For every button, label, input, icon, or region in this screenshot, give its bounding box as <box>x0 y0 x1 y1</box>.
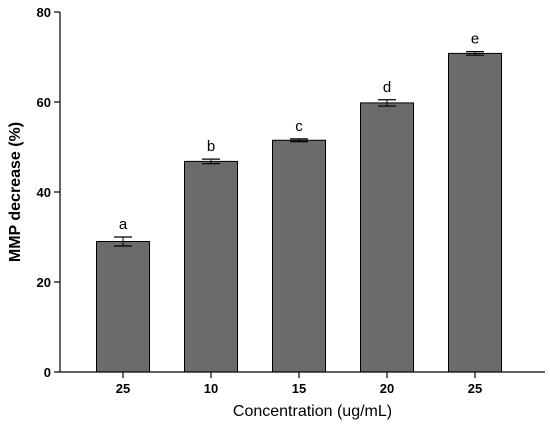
significance-letters-layer: a b c d e <box>119 31 479 233</box>
bar <box>96 241 150 373</box>
significance-letter: b <box>207 138 215 155</box>
x-tick-label: 25 <box>468 381 482 396</box>
bar <box>184 160 238 373</box>
x-tick-label: 20 <box>380 381 394 396</box>
x-tick-label: 15 <box>292 381 306 396</box>
y-tick-label: 40 <box>37 185 51 200</box>
bar <box>448 52 502 373</box>
bar <box>360 102 414 373</box>
significance-letter: e <box>471 31 479 48</box>
bar <box>272 139 326 373</box>
significance-letter: a <box>119 216 128 233</box>
significance-letter: d <box>383 79 391 96</box>
bars-layer <box>96 52 502 373</box>
y-axis-title: MMP decrease (%) <box>7 122 24 262</box>
x-axis-title: Concentration (ug/mL) <box>233 403 392 420</box>
error-bars-layer <box>114 50 484 247</box>
x-tick-label: 25 <box>116 381 130 396</box>
significance-letter: c <box>295 118 303 135</box>
y-tick-label: 20 <box>37 275 51 290</box>
x-ticks-layer: 25 10 15 20 25 <box>116 372 482 396</box>
y-tick-label: 0 <box>44 365 51 380</box>
y-tick-label: 80 <box>37 5 51 20</box>
y-tick-label: 60 <box>37 95 51 110</box>
y-ticks-layer: 0 20 40 60 80 <box>37 5 60 380</box>
x-tick-label: 10 <box>204 381 218 396</box>
